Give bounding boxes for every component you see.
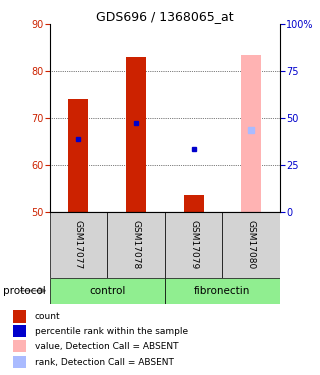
Bar bbox=[107, 212, 165, 278]
Text: GSM17080: GSM17080 bbox=[247, 220, 256, 269]
Text: fibronectin: fibronectin bbox=[194, 286, 251, 296]
Bar bbox=[184, 195, 204, 212]
Text: count: count bbox=[35, 312, 60, 321]
Bar bbox=[165, 278, 280, 304]
Bar bbox=[241, 55, 261, 212]
Title: GDS696 / 1368065_at: GDS696 / 1368065_at bbox=[96, 10, 234, 23]
Text: value, Detection Call = ABSENT: value, Detection Call = ABSENT bbox=[35, 342, 178, 351]
Text: GSM17078: GSM17078 bbox=[132, 220, 140, 269]
Text: GSM17077: GSM17077 bbox=[74, 220, 83, 269]
Text: GSM17079: GSM17079 bbox=[189, 220, 198, 269]
Bar bbox=[12, 310, 26, 322]
Text: percentile rank within the sample: percentile rank within the sample bbox=[35, 327, 188, 336]
Bar bbox=[126, 57, 146, 212]
Bar bbox=[165, 212, 222, 278]
Bar bbox=[222, 212, 280, 278]
Bar bbox=[68, 99, 88, 212]
Bar bbox=[50, 212, 107, 278]
Bar bbox=[50, 278, 165, 304]
Bar bbox=[12, 325, 26, 338]
Text: control: control bbox=[89, 286, 125, 296]
Text: rank, Detection Call = ABSENT: rank, Detection Call = ABSENT bbox=[35, 358, 173, 367]
Text: protocol: protocol bbox=[3, 286, 46, 296]
Bar bbox=[12, 356, 26, 368]
Bar bbox=[12, 340, 26, 352]
